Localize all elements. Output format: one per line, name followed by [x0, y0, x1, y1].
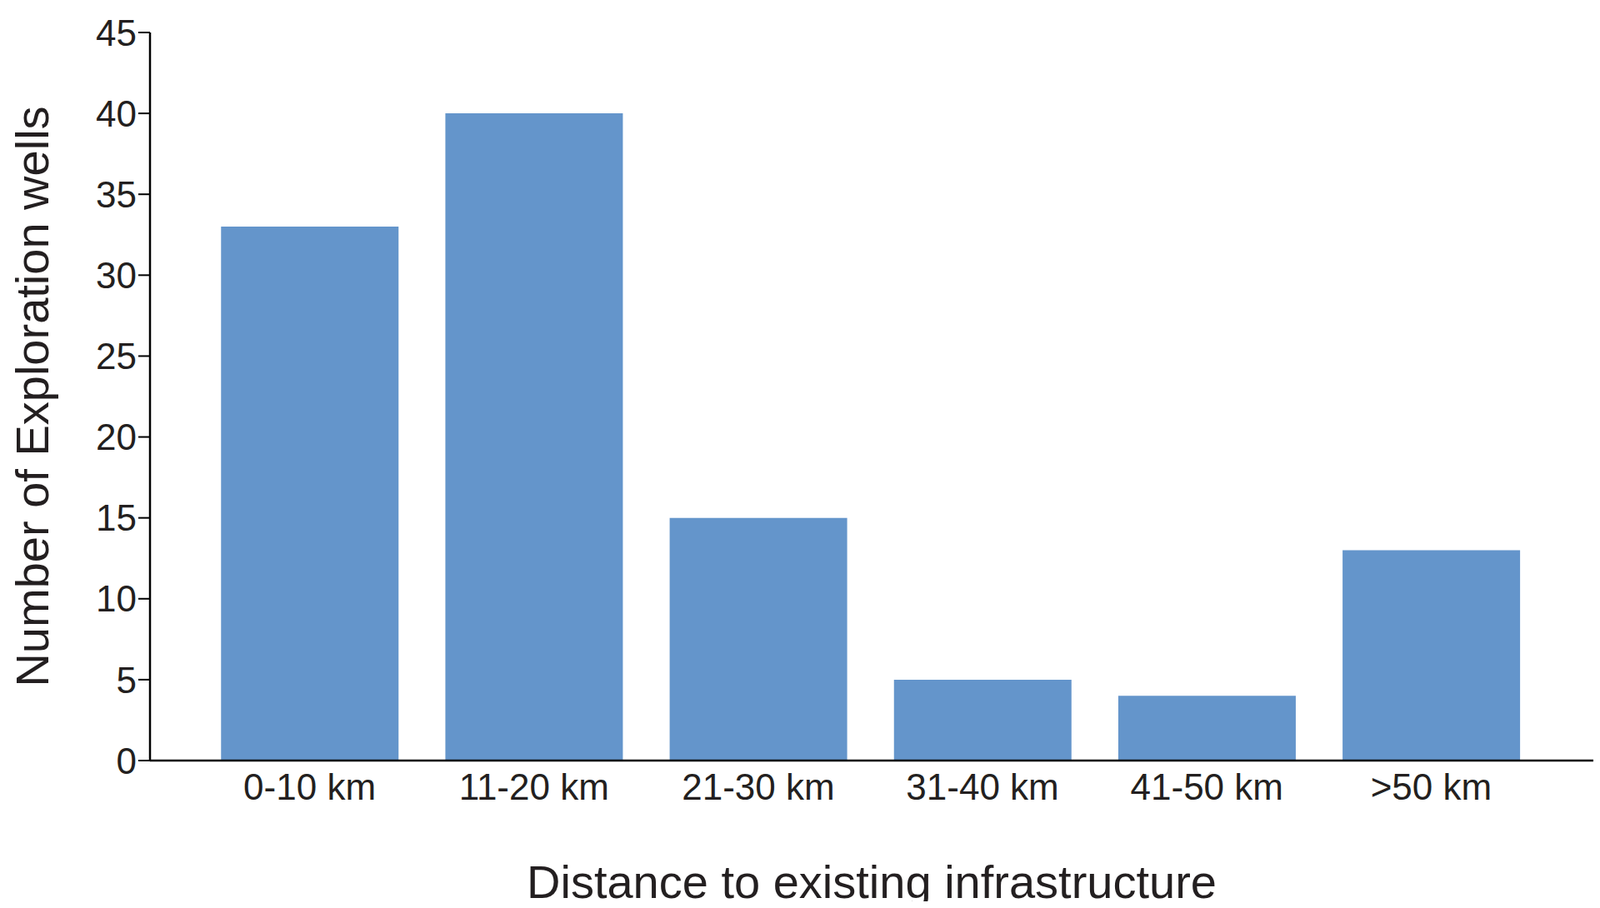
svg-text:0-10 km: 0-10 km	[243, 766, 376, 808]
svg-text:40: 40	[95, 93, 137, 135]
svg-text:5: 5	[116, 660, 137, 701]
svg-text:Number of Exploration wells: Number of Exploration wells	[6, 105, 59, 687]
svg-text:31-40 km: 31-40 km	[905, 766, 1059, 808]
svg-text:35: 35	[95, 174, 137, 215]
svg-text:15: 15	[95, 497, 137, 539]
svg-text:10: 10	[95, 578, 137, 620]
svg-text:25: 25	[95, 335, 137, 377]
svg-text:45: 45	[95, 12, 137, 54]
svg-text:20: 20	[95, 416, 137, 458]
svg-text:41-50 km: 41-50 km	[1130, 766, 1284, 808]
svg-text:0: 0	[116, 740, 137, 782]
svg-text:21-30 km: 21-30 km	[681, 766, 835, 808]
svg-text:>50 km: >50 km	[1370, 766, 1493, 808]
svg-text:30: 30	[95, 255, 137, 296]
svg-text:Distance to existing infrastru: Distance to existing infrastructure	[526, 855, 1217, 902]
svg-text:11-20 km: 11-20 km	[459, 766, 610, 808]
